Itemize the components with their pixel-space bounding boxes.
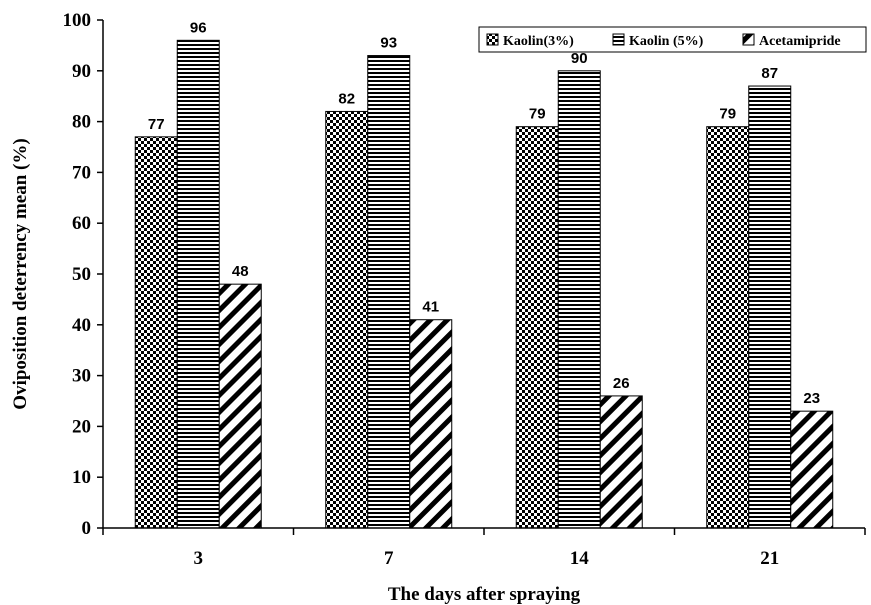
legend-swatch-kaolin-3	[486, 33, 499, 46]
x-axis-title: The days after spraying	[388, 584, 581, 605]
legend-swatch-acetamipride	[742, 33, 755, 46]
y-tick-label: 40	[72, 315, 91, 336]
bar-kaolin-5-day-3	[176, 39, 220, 529]
y-tick-label: 20	[72, 416, 91, 437]
x-axis-ticks: 3 7 14 21	[102, 528, 866, 569]
bar-kaolin-3-day-3	[134, 136, 178, 529]
x-tick-label: 3	[194, 548, 204, 569]
data-label-acetamipride-day-7: 41	[422, 299, 439, 316]
legend-swatch-kaolin-5	[612, 33, 625, 46]
y-tick-label: 100	[63, 10, 92, 31]
legend: Kaolin(3%) Kaolin (5%) Acetamipride	[478, 26, 867, 53]
data-labels-group: 77 96 48 82 93 41 79 90 26 79 87 23	[148, 19, 820, 407]
y-axis-ticks: 0 10 20 30 40 50 60 70 80 90 100	[63, 10, 103, 539]
bar-acetamipride-day-3	[218, 283, 262, 529]
data-label-acetamipride-day-3: 48	[232, 263, 249, 280]
legend-box	[478, 26, 867, 53]
bar-kaolin-3-day-21	[706, 126, 750, 529]
bar-acetamipride-day-7	[409, 319, 453, 529]
bar-kaolin-5-day-21	[748, 85, 792, 529]
y-axis-title: Oviposition deterrency mean (%)	[10, 138, 31, 409]
data-label-kaolin-5-day-3: 96	[190, 19, 207, 36]
x-tick-label: 7	[384, 548, 394, 569]
bar-kaolin-5-day-14	[557, 70, 601, 529]
data-label-kaolin-3-day-21: 79	[719, 106, 736, 123]
bar-kaolin-3-day-14	[515, 126, 559, 529]
y-tick-label: 30	[72, 366, 91, 387]
x-tick-label: 14	[570, 548, 590, 569]
y-tick-label: 90	[72, 61, 91, 82]
y-tick-label: 70	[72, 162, 91, 183]
bar-kaolin-5-day-7	[367, 55, 411, 529]
data-label-kaolin-3-day-14: 79	[529, 106, 546, 123]
data-label-kaolin-3-day-7: 82	[338, 90, 355, 107]
y-tick-label: 50	[72, 264, 91, 285]
data-label-acetamipride-day-21: 23	[803, 390, 820, 407]
data-label-kaolin-5-day-21: 87	[761, 65, 778, 82]
bars-group	[134, 39, 834, 529]
y-tick-label: 10	[72, 467, 91, 488]
bar-kaolin-3-day-7	[325, 110, 369, 529]
data-label-acetamipride-day-14: 26	[613, 375, 630, 392]
data-label-kaolin-5-day-7: 93	[380, 35, 397, 52]
bar-acetamipride-day-21	[790, 410, 834, 529]
x-tick-label: 21	[760, 548, 779, 569]
data-label-kaolin-3-day-3: 77	[148, 116, 165, 133]
y-tick-label: 0	[82, 518, 92, 539]
data-label-kaolin-5-day-14: 90	[571, 50, 588, 67]
legend-label-acetamipride: Acetamipride	[759, 34, 841, 49]
y-tick-label: 60	[72, 213, 91, 234]
legend-label-kaolin-3: Kaolin(3%)	[503, 34, 574, 49]
legend-label-kaolin-5: Kaolin (5%)	[629, 34, 704, 49]
bar-acetamipride-day-14	[599, 395, 643, 529]
y-tick-label: 80	[72, 112, 91, 133]
